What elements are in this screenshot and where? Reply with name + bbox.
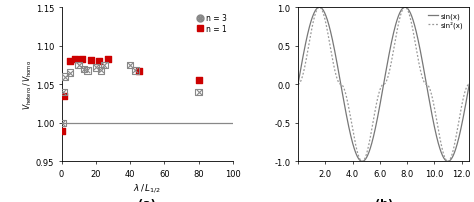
Point — [75, 64, 82, 67]
sin²(x) — [432, 109, 438, 112]
Text: (a): (a) — [138, 198, 156, 202]
Legend: sin(x), sin²(x): sin(x), sin²(x) — [426, 12, 466, 31]
Point — [59, 122, 66, 125]
Text: (b): (b) — [374, 198, 392, 202]
Point — [83, 69, 91, 73]
Point — [66, 72, 74, 75]
Point — [92, 66, 100, 69]
sin(x) — [317, 7, 322, 9]
sin(x) — [466, 84, 472, 86]
Point — [78, 58, 86, 61]
Point — [195, 91, 202, 94]
Point — [127, 64, 134, 67]
Point — [72, 58, 79, 61]
Point — [135, 70, 143, 73]
Point — [61, 76, 69, 79]
Point — [131, 69, 139, 73]
Point — [97, 69, 105, 73]
Point — [75, 64, 82, 67]
Legend: n = 3, n = 1: n = 3, n = 1 — [194, 12, 229, 36]
Point — [80, 68, 88, 71]
sin²(x) — [313, 13, 319, 16]
Point — [195, 79, 202, 83]
Point — [100, 64, 108, 67]
Point — [83, 69, 91, 73]
Y-axis label: $V_{\rm hetero}\,/\,V_{\rm homo}$: $V_{\rm hetero}\,/\,V_{\rm homo}$ — [22, 60, 34, 110]
sin(x) — [432, 128, 438, 130]
Point — [127, 64, 134, 67]
X-axis label: $\lambda\,/\,L_{1/2}$: $\lambda\,/\,L_{1/2}$ — [133, 181, 161, 194]
Point — [59, 122, 66, 125]
Point — [60, 91, 67, 94]
Point — [80, 68, 88, 71]
sin(x) — [295, 84, 301, 86]
sin(x) — [371, 135, 376, 138]
sin²(x) — [413, 45, 419, 48]
Point — [59, 129, 66, 133]
Point — [66, 72, 74, 75]
Point — [66, 60, 74, 63]
sin(x) — [413, 29, 419, 32]
sin²(x) — [429, 95, 435, 97]
sin²(x) — [466, 84, 472, 86]
Point — [195, 91, 202, 94]
Point — [87, 59, 94, 62]
sin²(x) — [317, 7, 322, 9]
sin(x) — [365, 155, 370, 157]
sin(x) — [429, 113, 435, 115]
sin²(x) — [365, 150, 370, 152]
Point — [95, 60, 103, 63]
Line: sin(x): sin(x) — [298, 8, 469, 162]
sin²(x) — [295, 84, 301, 86]
Point — [131, 69, 139, 73]
sin(x) — [313, 10, 319, 13]
Point — [104, 58, 112, 61]
Point — [61, 76, 69, 79]
Point — [92, 66, 100, 69]
Point — [60, 91, 67, 94]
sin²(x) — [371, 118, 376, 121]
sin(x) — [445, 160, 451, 163]
sin²(x) — [445, 160, 451, 163]
Point — [100, 64, 108, 67]
Point — [60, 95, 68, 98]
Point — [97, 69, 105, 73]
Line: sin²(x): sin²(x) — [298, 8, 469, 162]
